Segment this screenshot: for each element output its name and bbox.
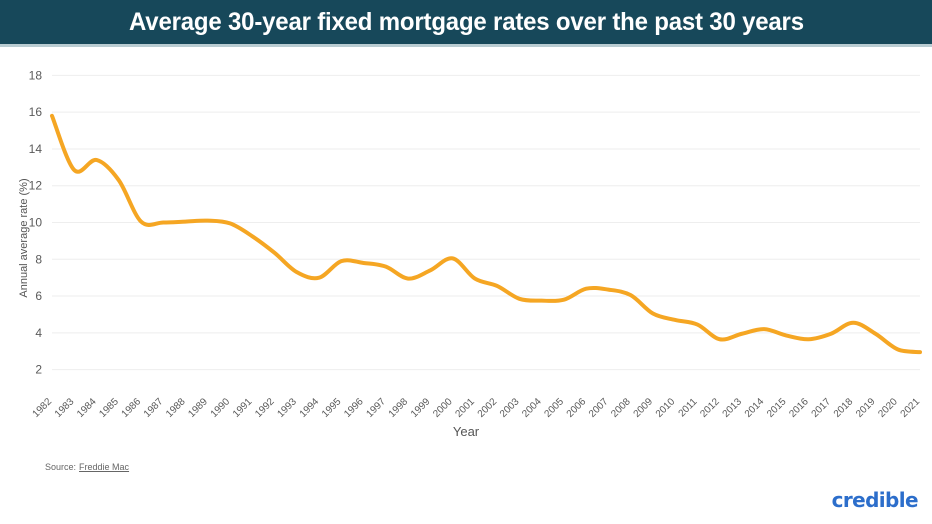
x-tick-label: 2007	[587, 396, 611, 420]
y-tick-label: 16	[29, 105, 43, 119]
title-bar: Average 30-year fixed mortgage rates ove…	[0, 0, 932, 47]
x-tick-label: 2015	[765, 396, 789, 420]
x-tick-label: 1986	[120, 396, 144, 420]
source-link[interactable]: Freddie Mac	[79, 462, 130, 472]
x-tick-label: 1988	[164, 396, 188, 420]
y-tick-label: 12	[29, 179, 43, 193]
x-tick-label: 2018	[832, 396, 856, 420]
y-tick-label: 8	[35, 252, 42, 266]
x-tick-label: 1999	[409, 396, 433, 420]
y-tick-label: 14	[29, 142, 43, 156]
x-tick-label: 1992	[253, 396, 277, 420]
x-tick-label: 2014	[743, 396, 767, 420]
x-tick-label: 2016	[787, 396, 811, 420]
x-tick-label: 1989	[186, 396, 210, 420]
y-tick-label: 4	[35, 326, 42, 340]
x-tick-label: 2009	[632, 396, 656, 420]
x-tick-label: 2008	[609, 396, 633, 420]
x-tick-label: 2013	[721, 396, 745, 420]
y-tick-label: 2	[35, 363, 42, 377]
source-label: Source:	[45, 462, 77, 472]
x-tick-label: 2019	[854, 396, 878, 420]
x-tick-label: 1998	[387, 396, 411, 420]
x-tick-label: 1995	[320, 396, 344, 420]
x-tick-label: 2012	[698, 396, 722, 420]
y-tick-label: 10	[29, 216, 43, 230]
x-tick-label: 2004	[520, 396, 544, 420]
x-tick-label: 2006	[565, 396, 589, 420]
chart-container: 2 4 6 8 10 12 14 16 18 1982 1983 1984 1985 1986 1987 19…	[0, 47, 932, 447]
x-tick-label: 2005	[543, 396, 567, 420]
x-tick-label: 2011	[677, 396, 700, 419]
credible-logo: credible	[831, 488, 919, 512]
x-tick-label: 2017	[810, 396, 834, 420]
source-note: Source: Freddie Mac	[45, 462, 129, 472]
rate-line-series	[50, 113, 922, 355]
y-tick-label: 6	[35, 289, 42, 303]
x-tick-label: 2002	[476, 396, 500, 420]
x-tick-label: 2000	[431, 396, 455, 420]
line-chart: 2468101214161819821983198419851986198719…	[29, 68, 923, 420]
x-axis-title: Year	[452, 424, 480, 439]
x-tick-label: 1983	[53, 396, 77, 420]
x-tick-label: 1990	[209, 396, 233, 420]
x-tick-label: 1991	[231, 396, 255, 420]
x-tick-label: 2020	[876, 396, 900, 420]
x-tick-label: 1993	[275, 396, 299, 420]
page-title: Average 30-year fixed mortgage rates ove…	[128, 7, 804, 36]
x-tick-label: 1997	[364, 396, 388, 420]
x-tick-label: 2010	[654, 396, 678, 420]
y-tick-label: 18	[29, 68, 43, 82]
x-tick-label: 1985	[97, 396, 121, 420]
y-axis-title: Annual average rate (%)	[18, 178, 30, 298]
x-tick-label: 1994	[298, 396, 322, 420]
x-tick-label: 1987	[142, 396, 166, 420]
x-tick-label: 2001	[453, 396, 477, 420]
x-tick-label: 2003	[498, 396, 522, 420]
x-tick-label: 1984	[75, 396, 99, 420]
x-tick-label: 1996	[342, 396, 366, 420]
x-tick-label: 1982	[31, 396, 55, 420]
x-tick-label: 2021	[899, 396, 923, 420]
